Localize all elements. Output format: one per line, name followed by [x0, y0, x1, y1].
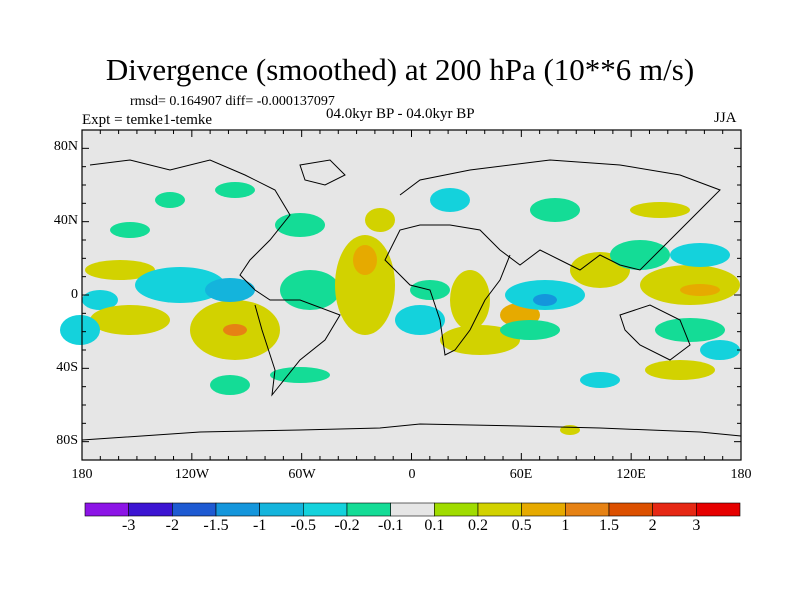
contour-region: [450, 270, 490, 330]
contour-region: [430, 188, 470, 212]
colorbar-label: 0.5: [511, 517, 532, 534]
contour-region: [155, 192, 185, 208]
experiment-label: Expt = temke1-temke: [82, 112, 213, 128]
lat-label: 80N: [53, 139, 78, 154]
contour-region: [365, 208, 395, 232]
contour-region: [645, 360, 715, 380]
colorbar-label: 1: [561, 517, 570, 534]
colorbar-box: [346, 502, 391, 517]
contour-region: [110, 222, 150, 238]
contour-region: [700, 340, 740, 360]
colorbar-box: [172, 502, 217, 517]
contour-region: [270, 367, 330, 383]
colorbar-box: [652, 502, 697, 517]
lon-label: 120W: [174, 467, 210, 482]
contour-region: [395, 305, 445, 335]
contour-region: [500, 320, 560, 340]
colorbar-box: [434, 502, 479, 517]
colorbar-box: [84, 502, 129, 517]
colorbar-box: [477, 502, 522, 517]
contour-region: [85, 260, 155, 280]
colorbar-label: 1.5: [599, 517, 619, 534]
contour-region: [440, 325, 520, 355]
lon-label: 60E: [509, 467, 533, 482]
stats-text: rmsd= 0.164907 diff= -0.000137097: [130, 94, 335, 109]
lon-label: 120E: [616, 467, 646, 482]
colorbar-label: -0.2: [334, 517, 360, 534]
colorbar: [84, 502, 741, 517]
colorbar-label: -0.1: [377, 517, 404, 534]
colorbar-label: 0.1: [424, 517, 445, 534]
contour-region: [610, 240, 670, 270]
contour-region: [630, 202, 690, 218]
colorbar-label: -1.5: [203, 517, 229, 534]
lat-label: 40S: [56, 360, 78, 375]
contour-region: [670, 243, 730, 267]
period-label: 04.0kyr BP - 04.0kyr BP: [326, 106, 475, 122]
colorbar-box: [565, 502, 610, 517]
colorbar-label: -3: [121, 517, 136, 534]
colorbar-label: 0.2: [468, 517, 488, 534]
axis-ticks: [81, 129, 742, 461]
contour-region: [530, 198, 580, 222]
contour-region: [580, 372, 620, 388]
colorbar-box: [259, 502, 304, 517]
lat-label: 0: [71, 287, 78, 302]
contour-region: [655, 318, 725, 342]
lon-label: 60W: [288, 467, 316, 482]
season-label: JJA: [714, 110, 737, 126]
lon-label: 180: [71, 467, 93, 482]
lon-label: 180: [730, 467, 752, 482]
colorbar-box: [215, 502, 260, 517]
divergence-contours: [60, 182, 740, 435]
colorbar-box: [521, 502, 566, 517]
colorbar-label: 3: [692, 517, 701, 534]
contour-region: [215, 182, 255, 198]
contour-region: [90, 305, 170, 335]
colorbar-box: [608, 502, 653, 517]
lat-label: 80S: [56, 433, 78, 448]
contour-region: [560, 425, 580, 435]
lat-label: 40N: [53, 213, 78, 228]
contour-region: [680, 284, 720, 296]
colorbar-label: 2: [648, 517, 657, 534]
contour-region: [353, 245, 377, 275]
lon-label: 0: [408, 467, 416, 482]
colorbar-label: -0.5: [290, 517, 316, 534]
contour-region: [205, 278, 255, 302]
colorbar-box: [696, 502, 741, 517]
contour-region: [210, 375, 250, 395]
colorbar-box: [303, 502, 348, 517]
contour-region: [533, 294, 557, 306]
coastlines: [81, 159, 742, 441]
colorbar-label: -1: [252, 517, 267, 534]
plot-title: Divergence (smoothed) at 200 hPa (10**6 …: [105, 52, 695, 87]
colorbar-box: [390, 502, 435, 517]
contour-region: [60, 315, 100, 345]
colorbar-box: [128, 502, 173, 517]
contour-region: [335, 235, 395, 335]
contour-region: [82, 290, 118, 310]
contour-region: [135, 267, 225, 303]
colorbar-label: -2: [165, 517, 179, 534]
contour-region: [275, 213, 325, 237]
contour-region: [223, 324, 247, 336]
